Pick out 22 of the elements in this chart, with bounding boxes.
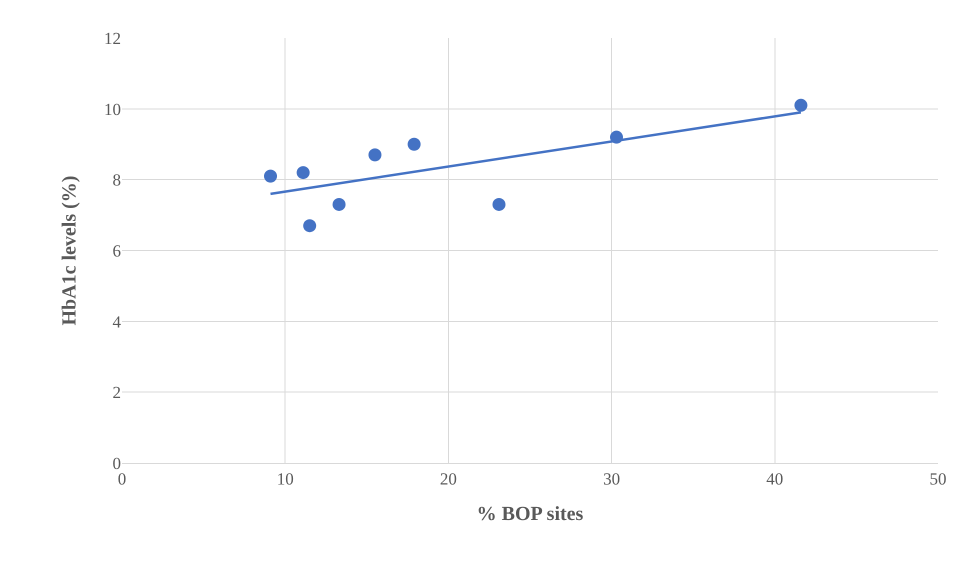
- x-axis-title: % BOP sites: [476, 502, 584, 525]
- y-tick-label: 6: [112, 241, 121, 260]
- y-tick-label: 10: [104, 100, 121, 119]
- y-axis-title: HbA1c levels (%): [58, 176, 80, 326]
- x-tick-label: 20: [440, 469, 457, 488]
- point: [368, 148, 382, 162]
- point: [264, 170, 278, 183]
- y-tick-label: 12: [104, 28, 121, 48]
- x-tick-label: 10: [276, 469, 294, 488]
- y-tick-label: 2: [112, 383, 121, 402]
- point: [296, 166, 310, 180]
- point: [303, 219, 316, 232]
- y-tick-label: 0: [112, 454, 121, 473]
- point: [794, 98, 808, 112]
- point: [492, 198, 506, 211]
- point: [408, 138, 421, 151]
- point: [332, 198, 346, 211]
- x-tick-label: 40: [766, 469, 784, 488]
- y-tick-label: 4: [112, 312, 122, 332]
- x-tick-label: 50: [930, 469, 946, 488]
- y-tick-label: 8: [112, 170, 121, 190]
- x-tick-label: 30: [603, 469, 620, 488]
